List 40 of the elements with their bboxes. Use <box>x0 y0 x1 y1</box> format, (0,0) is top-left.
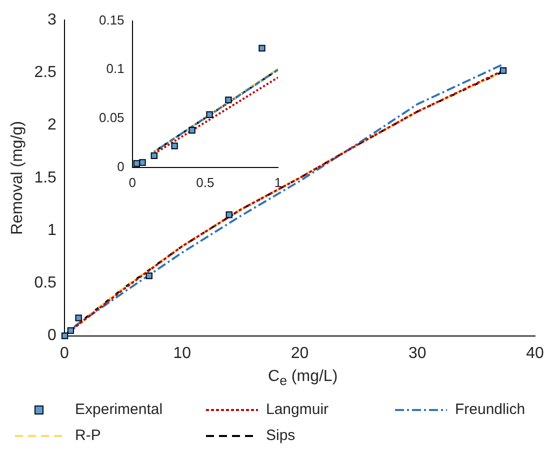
y-tick-label: 2.5 <box>34 64 57 82</box>
point <box>75 314 82 322</box>
point <box>150 152 158 159</box>
point <box>225 96 232 104</box>
x-tick-label: 0 <box>128 174 136 190</box>
y-tick-label: 0 <box>48 327 57 344</box>
point <box>188 126 196 134</box>
point <box>133 160 140 167</box>
legend-label: R-P <box>75 427 101 444</box>
point <box>146 272 152 280</box>
point <box>171 142 178 150</box>
x-tick-label: 40 <box>526 344 544 362</box>
legend-label: Sips <box>266 427 296 444</box>
x-tick-label: 30 <box>408 344 426 362</box>
y-tick-label: 1 <box>48 222 57 239</box>
x-tick-label: 0 <box>60 344 69 362</box>
legend-label: Langmuir <box>266 401 329 418</box>
point <box>206 111 213 118</box>
x-tick-label: 20 <box>290 344 309 362</box>
point <box>139 159 146 166</box>
y-tick-label: 0.15 <box>98 12 124 28</box>
point <box>226 211 232 218</box>
legend-label: Experimental <box>75 401 163 418</box>
point <box>258 44 266 52</box>
legend-label: Freundlich <box>455 401 526 418</box>
y-axis-title: Removal (mg/g) <box>9 120 26 235</box>
y-tick-label: 3 <box>48 11 57 28</box>
x-axis-title: C$_{e}$ (mg/L) <box>268 368 338 388</box>
y-tick-label: 2 <box>48 116 57 134</box>
point <box>67 327 74 334</box>
point <box>61 332 68 340</box>
y-tick-label: 0.1 <box>106 61 124 76</box>
y-tick-label: 0.05 <box>98 110 124 126</box>
x-tick-label: 1 <box>274 174 282 190</box>
y-tick-label: 1.5 <box>34 169 57 186</box>
y-tick-label: 0.5 <box>34 274 57 292</box>
x-tick-label: 0.5 <box>196 174 214 190</box>
x-tick-label: 10 <box>173 344 192 362</box>
point <box>500 67 507 74</box>
y-tick-label: 0 <box>117 158 124 174</box>
